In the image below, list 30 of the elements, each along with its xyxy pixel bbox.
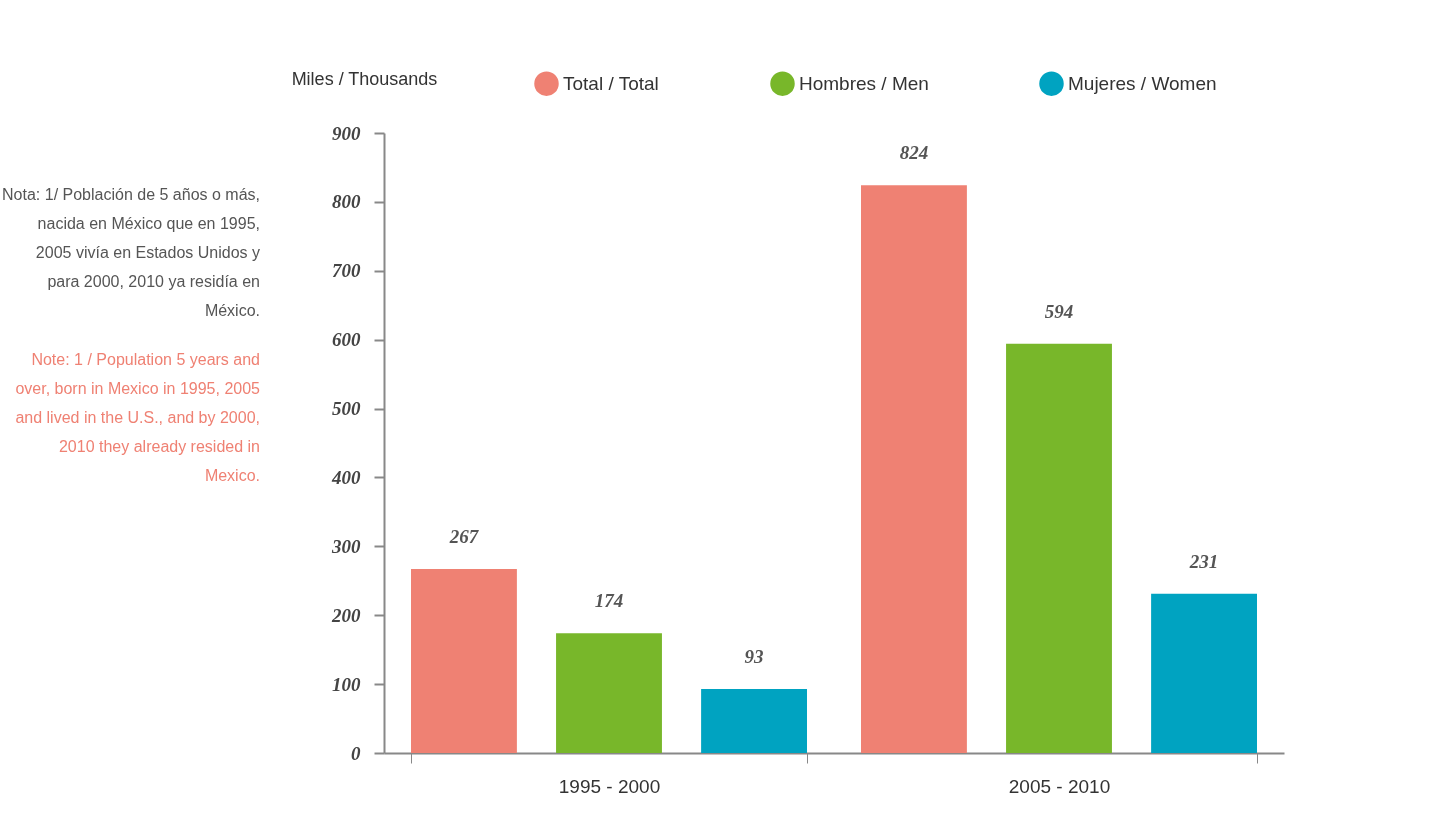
legend-label: Hombres / Men bbox=[799, 72, 929, 94]
text: Nota: 1/ Población de 5 años o más, nacida en México que en 1995, 2005 vivía en Estados Unidos y para 2000, 2010 ya residía en México. bbox=[1, 185, 260, 321]
y-tick-label: 0 bbox=[351, 742, 361, 764]
y-tick-label: 200 bbox=[331, 604, 361, 626]
bar bbox=[861, 185, 967, 753]
y-tick-label: 700 bbox=[332, 260, 361, 282]
y-tick-label: 600 bbox=[332, 329, 361, 351]
data-label: 594 bbox=[1044, 300, 1074, 322]
data-label: 231 bbox=[1188, 550, 1219, 572]
y-axis-title: Miles / Thousands bbox=[291, 68, 438, 89]
x-tick-label: 2005 - 2010 bbox=[1008, 775, 1111, 797]
y-tick-label: 100 bbox=[332, 673, 361, 695]
bar bbox=[1151, 593, 1257, 753]
bar bbox=[411, 569, 517, 753]
bar bbox=[1006, 343, 1112, 753]
legend-label: Mujeres / Women bbox=[1068, 72, 1217, 94]
y-tick-label: 800 bbox=[332, 191, 361, 213]
y-tick-label: 300 bbox=[331, 535, 361, 557]
x-tick-label: 1995 - 2000 bbox=[558, 775, 661, 797]
data-label: 93 bbox=[744, 645, 764, 667]
bar bbox=[701, 688, 807, 753]
y-tick-label: 400 bbox=[331, 466, 361, 488]
legend-label: Total / Total bbox=[563, 72, 659, 94]
bar bbox=[556, 633, 662, 753]
data-label: 174 bbox=[594, 590, 624, 612]
y-tick-label: 500 bbox=[332, 398, 361, 420]
data-label: 824 bbox=[899, 142, 929, 164]
y-tick-label: 900 bbox=[332, 122, 361, 144]
data-label: 267 bbox=[448, 526, 480, 548]
text: Note: 1 / Population 5 years and over, born in Mexico in 1995, 2005 and lived in the U.S., and by 2000, 2010 they already resided in Mexico. bbox=[14, 350, 260, 486]
